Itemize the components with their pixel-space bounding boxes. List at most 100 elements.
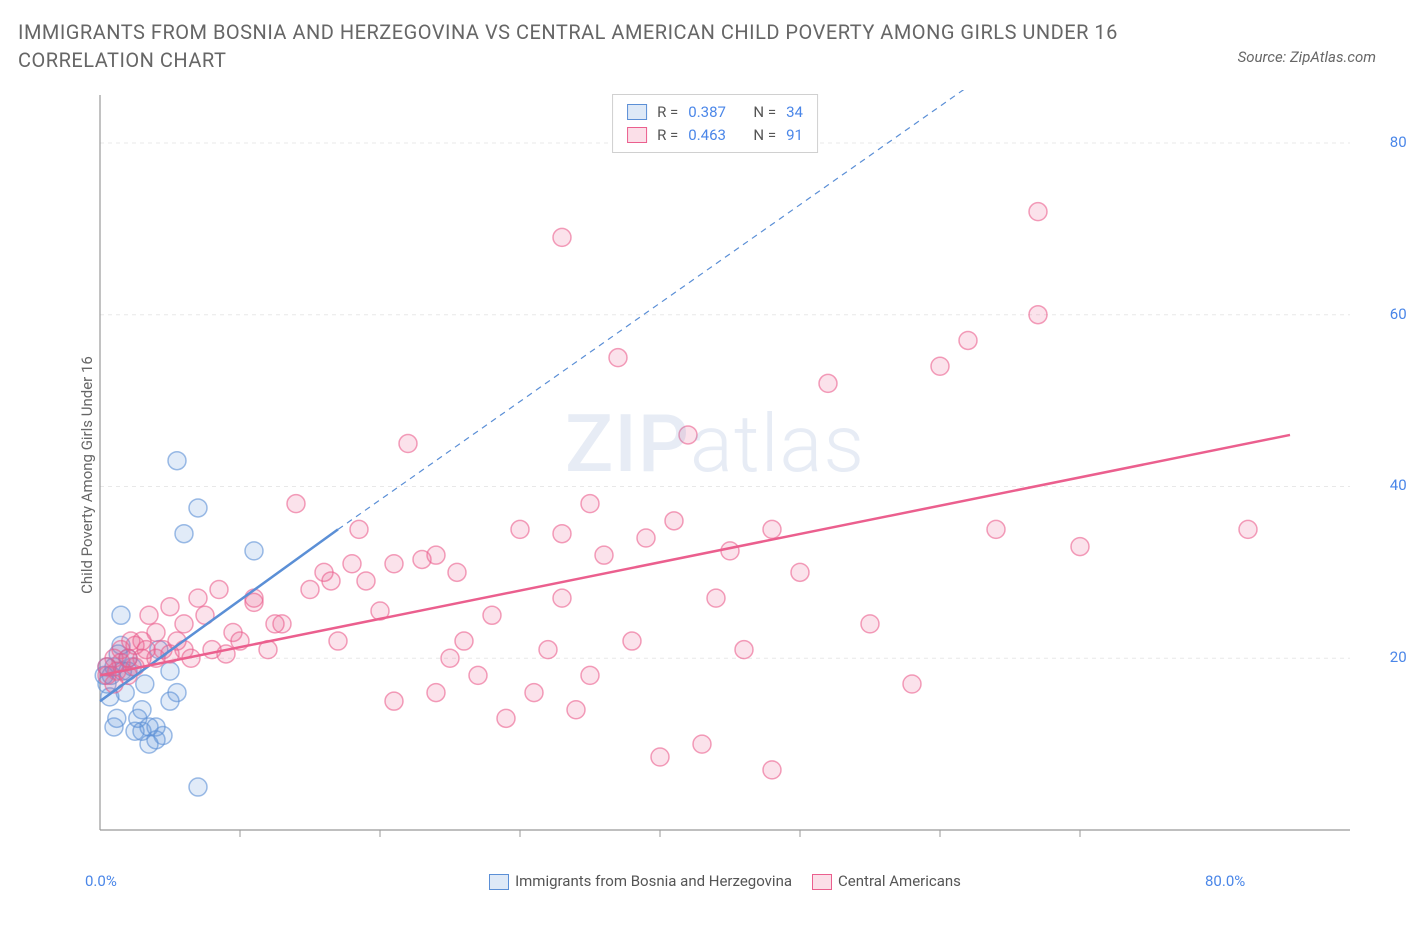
legend-stats-row: R = 0.387 N = 34: [627, 101, 803, 124]
data-point: [350, 520, 368, 538]
data-point: [1029, 306, 1047, 324]
legend-r-label: R =: [657, 101, 678, 124]
data-point: [343, 555, 361, 573]
legend-r-value: 0.463: [688, 124, 726, 147]
data-point: [112, 606, 130, 624]
data-point: [721, 542, 739, 560]
legend-swatch: [627, 104, 647, 120]
data-point: [357, 572, 375, 590]
data-point: [581, 666, 599, 684]
data-point: [329, 632, 347, 650]
data-point: [175, 525, 193, 543]
data-point: [595, 546, 613, 564]
data-point: [245, 542, 263, 560]
data-point: [1029, 203, 1047, 221]
data-point: [931, 357, 949, 375]
source-label: Source: ZipAtlas.com: [1238, 48, 1376, 66]
data-point: [140, 606, 158, 624]
x-tick-label: 80.0%: [1205, 872, 1245, 890]
data-point: [539, 641, 557, 659]
data-point: [511, 520, 529, 538]
data-point: [455, 632, 473, 650]
legend-swatch: [627, 127, 647, 143]
y-tick-label: 60.0%: [1390, 305, 1406, 323]
data-point: [189, 589, 207, 607]
data-point: [763, 761, 781, 779]
data-point: [136, 675, 154, 693]
y-tick-label: 40.0%: [1390, 476, 1406, 494]
legend-n-label: N =: [753, 124, 776, 147]
data-point: [189, 499, 207, 517]
data-point: [861, 615, 879, 633]
regression-line-extrapolated: [338, 90, 1010, 529]
data-point: [161, 598, 179, 616]
data-point: [147, 623, 165, 641]
data-point: [483, 606, 501, 624]
legend-r-label: R =: [657, 124, 678, 147]
data-point: [959, 331, 977, 349]
data-point: [385, 692, 403, 710]
data-point: [133, 701, 151, 719]
data-point: [287, 495, 305, 513]
data-point: [175, 615, 193, 633]
legend-stats-row: R = 0.463 N = 91: [627, 124, 803, 147]
data-point: [791, 563, 809, 581]
scatter-svg: [60, 90, 1370, 860]
data-point: [161, 662, 179, 680]
legend-n-value: 91: [786, 124, 803, 147]
data-point: [693, 735, 711, 753]
data-point: [154, 727, 172, 745]
data-point: [609, 349, 627, 367]
data-point: [441, 649, 459, 667]
data-point: [497, 709, 515, 727]
y-tick-label: 80.0%: [1390, 133, 1406, 151]
data-point: [427, 546, 445, 564]
data-point: [819, 374, 837, 392]
legend-swatch: [812, 874, 832, 890]
legend-r-value: 0.387: [688, 101, 726, 124]
data-point: [322, 572, 340, 590]
regression-line: [100, 435, 1290, 675]
data-point: [637, 529, 655, 547]
x-tick-label: 0.0%: [85, 872, 117, 890]
data-point: [210, 581, 228, 599]
data-point: [399, 435, 417, 453]
data-point: [987, 520, 1005, 538]
regression-line: [100, 529, 338, 701]
data-point: [903, 675, 921, 693]
data-point: [189, 778, 207, 796]
data-point: [427, 684, 445, 702]
legend-series-label: Immigrants from Bosnia and Herzegovina: [515, 872, 792, 890]
legend-stats-box: R = 0.387 N = 34R = 0.463 N = 91: [612, 94, 818, 153]
data-point: [763, 520, 781, 538]
data-point: [735, 641, 753, 659]
data-point: [301, 581, 319, 599]
plot-area: Child Poverty Among Girls Under 16 R = 0…: [60, 90, 1370, 860]
data-point: [679, 426, 697, 444]
data-point: [553, 228, 571, 246]
data-point: [385, 555, 403, 573]
legend-bottom: Immigrants from Bosnia and HerzegovinaCe…: [60, 872, 1370, 890]
data-point: [168, 452, 186, 470]
legend-swatch: [489, 874, 509, 890]
data-point: [168, 684, 186, 702]
data-point: [553, 525, 571, 543]
data-point: [665, 512, 683, 530]
data-point: [469, 666, 487, 684]
data-point: [1239, 520, 1257, 538]
data-point: [448, 563, 466, 581]
data-point: [108, 709, 126, 727]
legend-n-value: 34: [786, 101, 803, 124]
data-point: [707, 589, 725, 607]
data-point: [623, 632, 641, 650]
data-point: [567, 701, 585, 719]
y-tick-label: 20.0%: [1390, 648, 1406, 666]
data-point: [553, 589, 571, 607]
data-point: [651, 748, 669, 766]
data-point: [1071, 538, 1089, 556]
legend-n-label: N =: [753, 101, 776, 124]
chart-title: IMMIGRANTS FROM BOSNIA AND HERZEGOVINA V…: [18, 18, 1166, 74]
data-point: [273, 615, 291, 633]
data-point: [245, 589, 263, 607]
data-point: [525, 684, 543, 702]
